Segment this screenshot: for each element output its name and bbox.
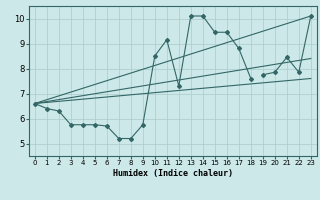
X-axis label: Humidex (Indice chaleur): Humidex (Indice chaleur) (113, 169, 233, 178)
